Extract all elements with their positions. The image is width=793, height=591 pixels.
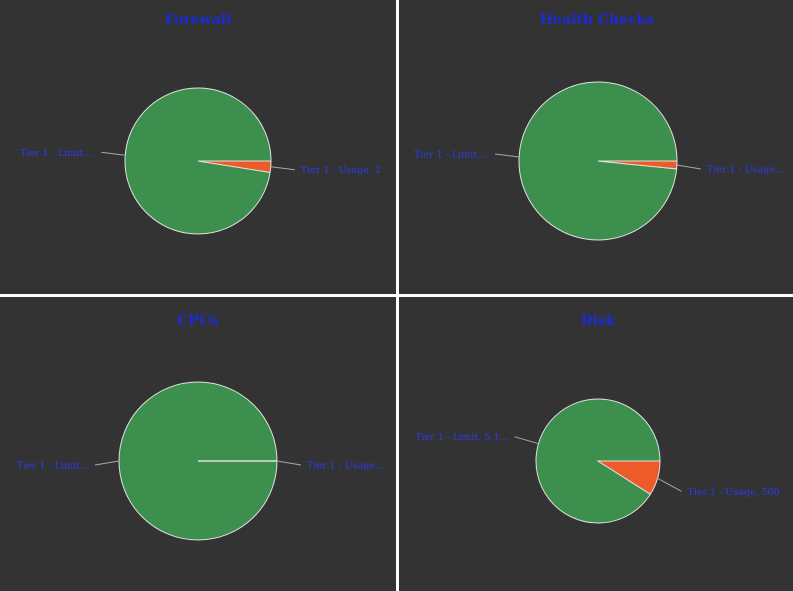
leader-line	[270, 166, 295, 171]
panel-health-checks: Health Checks Tier 1 - Limit,... Tier 1 -…	[399, 0, 793, 294]
leader-line	[101, 151, 126, 156]
pie-slices	[118, 381, 278, 541]
slice-label-usage: Tier 1 - Usage, 2	[301, 165, 381, 176]
chart-title: Forewall	[165, 12, 232, 28]
pie-slices	[535, 398, 661, 524]
panel-forewall: Forewall Tier 1 - Limit,... Tier 1 - Usag…	[0, 0, 396, 294]
leader-line	[676, 164, 701, 170]
slice-label-usage: Tier 1 - Usage, 500	[688, 487, 780, 498]
leader-line	[276, 460, 302, 466]
slice-label-limit: Tier 1 - Limit,...	[20, 148, 95, 159]
leader-line	[657, 477, 682, 492]
pie-chart-health-checks: Health Checks Tier 1 - Limit,... Tier 1 -…	[414, 12, 784, 241]
leader-line	[94, 460, 120, 466]
pie-chart-disk: Disk Tier 1 - Limit, 5,1... Tier 1 - Usag…	[415, 313, 780, 524]
pie-slice-usage	[197, 160, 272, 173]
panel-disk: Disk Tier 1 - Limit, 5,1... Tier 1 - Usag…	[399, 297, 793, 591]
leader-line	[495, 153, 520, 158]
slice-label-usage: Tier 1 - Usage...	[707, 165, 784, 176]
chart-title: CPUs	[177, 313, 219, 329]
chart-title: Health Checks	[540, 12, 654, 28]
slice-label-limit: Tier 1 - Limit...	[17, 461, 89, 472]
pie-slices	[124, 87, 272, 235]
leader-line	[514, 436, 539, 445]
chart-title: Disk	[580, 313, 615, 329]
slice-label-usage: Tier 1 - Usage...	[307, 461, 384, 472]
pie-chart-forewall: Forewall Tier 1 - Limit,... Tier 1 - Usag…	[20, 12, 381, 235]
slice-label-limit: Tier 1 - Limit,...	[414, 150, 489, 161]
slice-label-limit: Tier 1 - Limit, 5,1...	[415, 432, 508, 443]
pie-slice-usage	[597, 160, 678, 170]
pie-slices	[518, 81, 678, 241]
pie-chart-cpus: CPUs Tier 1 - Limit... Tier 1 - Usage...	[17, 313, 384, 541]
panel-cpus: CPUs Tier 1 - Limit... Tier 1 - Usage...	[0, 297, 396, 591]
